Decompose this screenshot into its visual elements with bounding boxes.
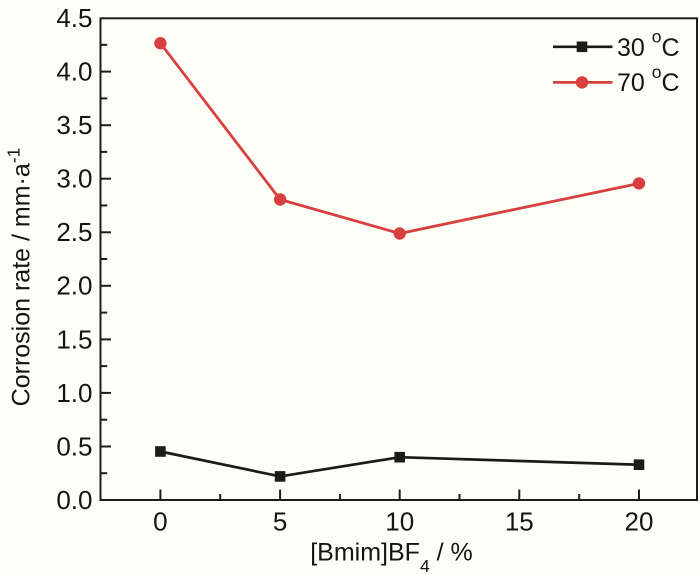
svg-text:1.0: 1.0: [56, 378, 92, 408]
svg-text:[Bmim]BF4 / %: [Bmim]BF4 / %: [310, 539, 473, 575]
svg-text:Corrosion rate / mm·a-1: Corrosion rate / mm·a-1: [4, 148, 36, 407]
svg-text:10: 10: [385, 507, 414, 537]
svg-text:20: 20: [625, 507, 654, 537]
svg-text:0.5: 0.5: [56, 431, 92, 461]
svg-text:4.0: 4.0: [56, 57, 92, 87]
svg-text:5: 5: [273, 507, 287, 537]
svg-text:4.5: 4.5: [56, 3, 92, 33]
svg-text:70 oC: 70 oC: [617, 62, 680, 97]
svg-text:0.0: 0.0: [56, 485, 92, 515]
svg-text:3.0: 3.0: [56, 164, 92, 194]
svg-text:2.5: 2.5: [56, 217, 92, 247]
svg-text:30 oC: 30 oC: [617, 27, 680, 62]
svg-text:15: 15: [505, 507, 534, 537]
svg-text:3.5: 3.5: [56, 110, 92, 140]
svg-text:0: 0: [153, 507, 167, 537]
svg-text:1.5: 1.5: [56, 324, 92, 354]
svg-text:2.0: 2.0: [56, 271, 92, 301]
